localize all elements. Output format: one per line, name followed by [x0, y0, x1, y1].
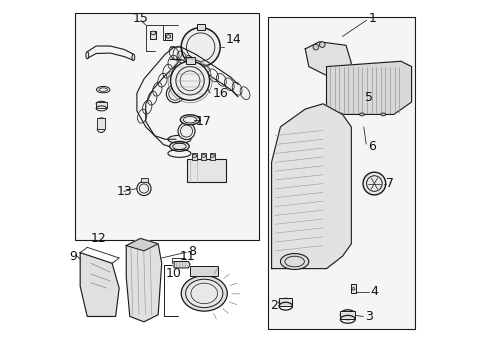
Polygon shape [80, 253, 119, 316]
Text: 16: 16 [212, 87, 228, 100]
Ellipse shape [341, 310, 355, 320]
Ellipse shape [186, 279, 223, 307]
Text: 8: 8 [188, 245, 196, 258]
Text: 15: 15 [133, 12, 148, 25]
Text: 6: 6 [368, 140, 376, 153]
Ellipse shape [201, 154, 206, 157]
Bar [268, 17, 415, 329]
Circle shape [166, 85, 184, 103]
Polygon shape [126, 238, 162, 322]
Text: 11: 11 [180, 250, 196, 263]
Bar [96, 102, 107, 108]
Bar [190, 266, 219, 276]
Text: 12: 12 [91, 232, 106, 245]
Bar [97, 118, 105, 129]
Bar [192, 153, 197, 160]
Bar [141, 178, 147, 182]
Circle shape [319, 42, 325, 48]
Circle shape [178, 123, 195, 140]
Bar [201, 153, 206, 160]
Text: 3: 3 [366, 310, 373, 323]
Bar [197, 24, 205, 30]
Circle shape [137, 181, 151, 195]
Bar [165, 33, 172, 40]
Text: 10: 10 [165, 267, 181, 280]
Ellipse shape [193, 154, 197, 157]
Text: 5: 5 [365, 91, 373, 104]
Bar [186, 57, 195, 64]
Ellipse shape [151, 31, 156, 35]
Text: 7: 7 [386, 177, 394, 190]
Bar [150, 31, 156, 39]
Circle shape [313, 44, 318, 50]
Ellipse shape [166, 35, 171, 38]
Bar [187, 159, 225, 182]
Ellipse shape [280, 253, 309, 270]
Ellipse shape [180, 115, 200, 125]
Circle shape [363, 172, 386, 195]
Ellipse shape [381, 113, 386, 116]
Text: 1: 1 [368, 12, 376, 24]
Text: 9: 9 [69, 250, 76, 263]
Bar [341, 311, 355, 319]
Ellipse shape [338, 113, 343, 116]
Polygon shape [271, 104, 351, 269]
Bar [279, 298, 293, 306]
Bar [351, 284, 356, 293]
Text: 4: 4 [371, 285, 379, 298]
Polygon shape [174, 261, 190, 268]
Polygon shape [326, 61, 412, 114]
Text: 13: 13 [117, 185, 132, 198]
Ellipse shape [210, 154, 215, 157]
Bar [173, 82, 178, 86]
Text: 14: 14 [225, 33, 241, 46]
Text: 2: 2 [270, 298, 278, 312]
Ellipse shape [343, 311, 353, 318]
Bar [75, 13, 259, 240]
Ellipse shape [132, 54, 135, 60]
Ellipse shape [97, 86, 110, 93]
Polygon shape [305, 42, 351, 77]
Ellipse shape [181, 276, 227, 311]
Ellipse shape [96, 101, 107, 106]
Ellipse shape [98, 118, 105, 122]
Ellipse shape [170, 141, 189, 151]
Circle shape [181, 28, 220, 67]
Ellipse shape [279, 298, 293, 306]
Ellipse shape [360, 113, 365, 116]
Circle shape [171, 61, 210, 100]
Bar [210, 153, 215, 160]
Polygon shape [126, 238, 158, 251]
Text: 17: 17 [196, 115, 211, 128]
Ellipse shape [86, 52, 89, 59]
